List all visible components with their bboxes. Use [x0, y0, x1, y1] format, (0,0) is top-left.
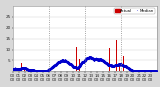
Legend: Actual, Median: Actual, Median — [114, 8, 155, 14]
